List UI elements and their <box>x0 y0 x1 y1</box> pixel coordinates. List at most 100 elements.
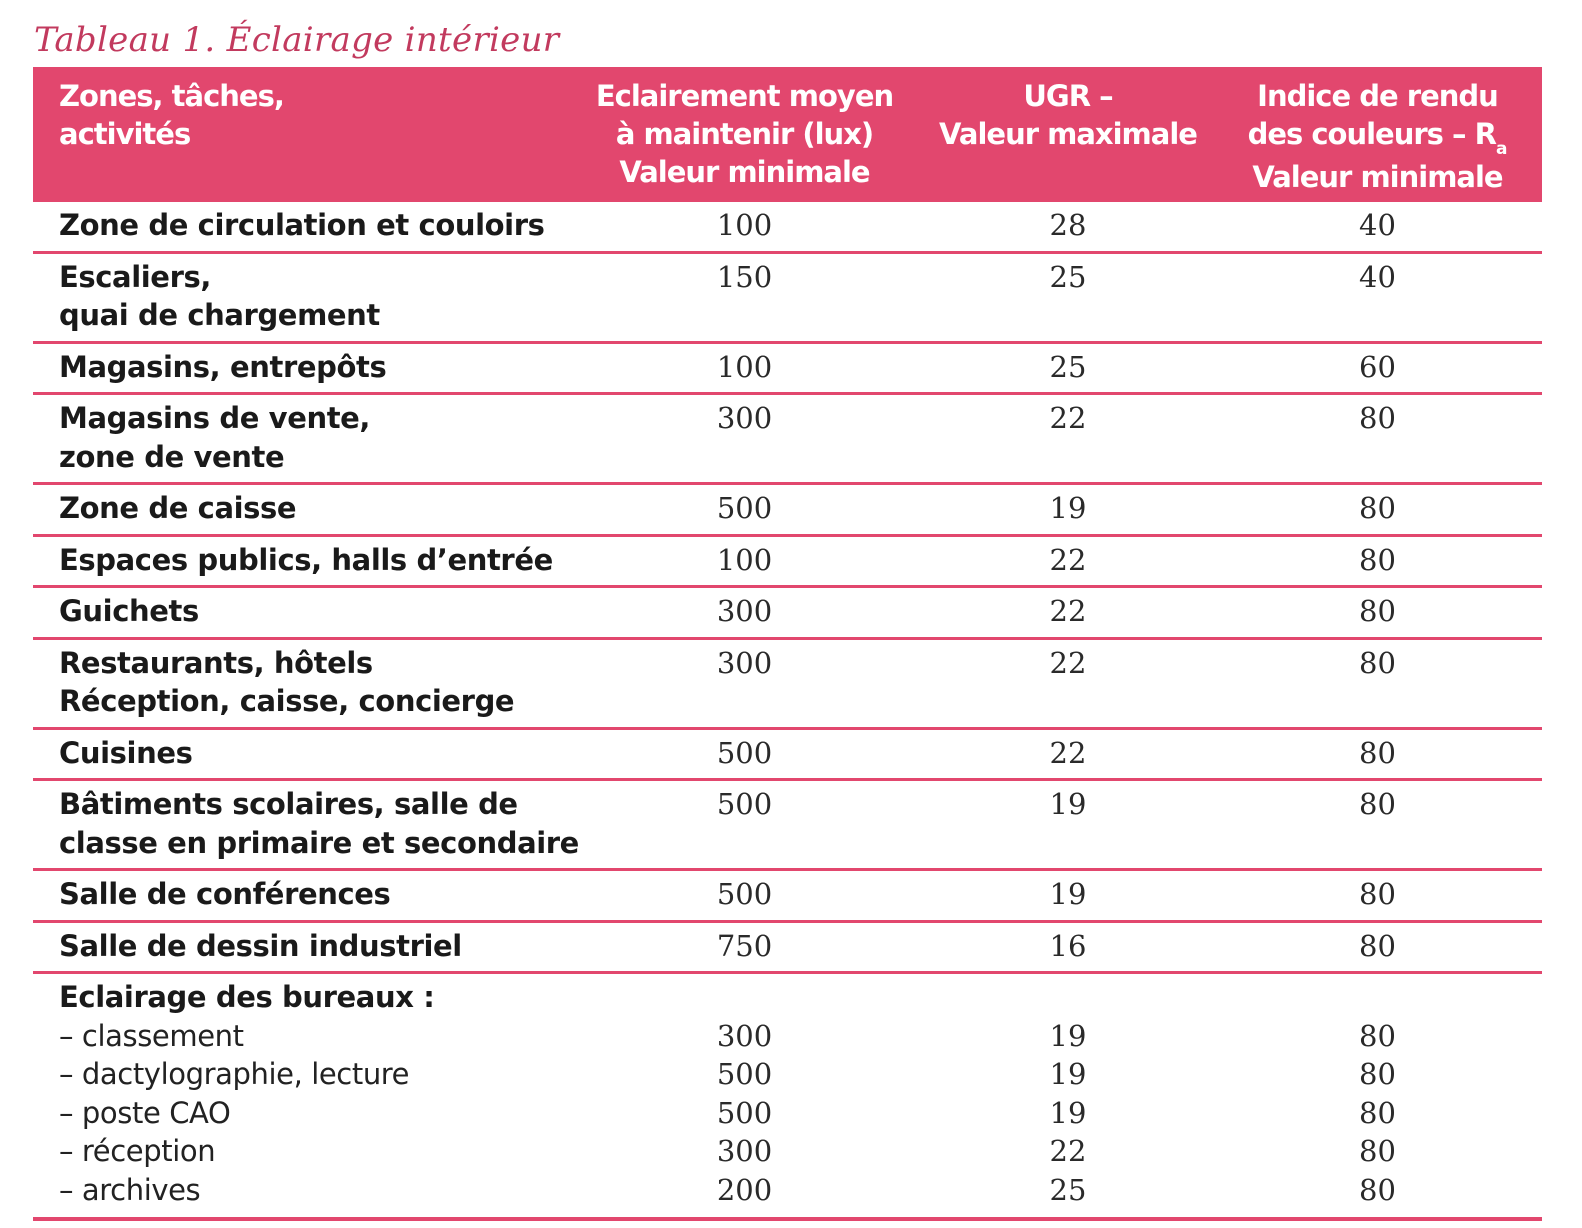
header-ugr-line-1: UGR – <box>1023 79 1113 113</box>
header-zones: Zones, tâches, activités <box>33 67 566 202</box>
table-row: Magasins de vente, zone de vente 300 22 80 <box>33 393 1542 485</box>
cell-lux: 500 <box>566 869 923 923</box>
cell-ugr: 28 <box>923 202 1213 254</box>
table-row: Zone de circulation et couloirs 100 28 40 <box>33 202 1542 254</box>
spacer <box>574 978 915 1017</box>
offices-title: Eclairage des bureaux : <box>59 980 435 1014</box>
cell-lux: 150 <box>566 252 923 344</box>
header-eclairement-line-3: Valeur minimale <box>619 155 870 189</box>
office-item-label: – poste CAO <box>59 1095 231 1130</box>
zone-label: Magasins, entrepôts <box>59 349 387 384</box>
office-item-label: – dactylographie, lecture <box>59 1057 410 1091</box>
zone-label: Salle de dessin industriel <box>59 928 462 963</box>
office-item-ra: 80 <box>1359 1018 1396 1053</box>
table-row: Salle de dessin industriel 750 16 80 <box>33 921 1542 974</box>
cell-zone: Guichets <box>33 586 566 640</box>
office-item-ra: 80 <box>1359 1172 1396 1207</box>
office-item-ugr: 22 <box>1049 1134 1087 1168</box>
cell-ra: 80 <box>1213 393 1542 485</box>
zone-label: quai de chargement <box>59 298 380 332</box>
table-row: Zone de caisse 500 19 80 <box>33 483 1542 537</box>
cell-lux: 100 <box>566 202 923 254</box>
cell-lux: 500 <box>566 779 923 871</box>
cell-ra: 80 <box>1213 483 1542 537</box>
cell-ra: 40 <box>1213 252 1542 344</box>
office-item-ugr: 19 <box>1049 1018 1087 1053</box>
zone-label: Cuisines <box>59 735 193 770</box>
table-body: Zone de circulation et couloirs 100 28 40 Es… <box>33 202 1542 1221</box>
table-row: Cuisines 500 22 80 <box>33 728 1542 781</box>
table-row: Restaurants, hôtels Réception, caisse, co… <box>33 638 1542 730</box>
cell-ugr: 25 <box>923 252 1213 344</box>
cell-ugr: 19 <box>923 869 1213 923</box>
spacer <box>931 978 1205 1017</box>
office-item-ugr: 25 <box>1049 1172 1087 1207</box>
header-indice-line-2-text: des couleurs – R <box>1247 117 1497 151</box>
zone-label: Salle de conférences <box>59 877 391 911</box>
zone-label: Bâtiments scolaires, salle de <box>59 787 518 821</box>
cell-lux: 100 <box>566 342 923 395</box>
lighting-table: Zones, tâches, activités Eclairement moy… <box>33 67 1542 1221</box>
office-item-lux: 200 <box>716 1172 773 1207</box>
header-eclairement-line-2: à maintenir (lux) <box>615 117 874 151</box>
cell-ugr: 22 <box>923 638 1213 730</box>
office-item-lux: 500 <box>716 1095 773 1130</box>
cell-ugr: 22 <box>923 586 1213 640</box>
header-zones-line-2: activités <box>59 117 191 151</box>
table-header: Zones, tâches, activités Eclairement moy… <box>33 67 1542 202</box>
zone-label: Restaurants, hôtels <box>59 645 373 680</box>
table-row: Espaces publics, halls d’entrée 100 22 80 <box>33 535 1542 588</box>
cell-lux: 750 <box>566 921 923 974</box>
cell-ra: 80 <box>1213 728 1542 781</box>
cell-lux: 500 <box>566 483 923 537</box>
cell-lux: 300 <box>566 393 923 485</box>
header-indice-subscript: a <box>1495 139 1508 159</box>
cell-zone: Bâtiments scolaires, salle de classe en p… <box>33 779 579 871</box>
cell-zone: Magasins, entrepôts <box>33 342 566 395</box>
cell-ugr: 19 <box>923 483 1213 537</box>
zone-label: Espaces publics, halls d’entrée <box>59 542 553 577</box>
office-item-label: – classement <box>59 1018 244 1053</box>
zone-label: classe en primaire et secondaire <box>59 825 579 860</box>
office-item-lux: 500 <box>716 1057 773 1091</box>
zone-label: Réception, caisse, concierge <box>59 684 515 718</box>
cell-lux: 300 <box>566 586 923 640</box>
header-zones-line-1: Zones, tâches, <box>59 79 285 113</box>
cell-ugr: 19 <box>923 779 1213 871</box>
table-row: Magasins, entrepôts 100 25 60 <box>33 342 1542 395</box>
header-indice-line-1: Indice de rendu <box>1257 79 1499 113</box>
cell-ra: 80 <box>1213 638 1542 730</box>
header-indice-line-3: Valeur minimale <box>1252 160 1503 194</box>
cell-zone: Cuisines <box>33 728 566 781</box>
cell-ra: 80 <box>1213 921 1542 974</box>
cell-lux: 100 <box>566 535 923 588</box>
zone-label: Guichets <box>59 594 199 628</box>
cell-lux: 300 <box>566 638 923 730</box>
office-item-lux: 300 <box>716 1134 773 1168</box>
zone-label: Zone de caisse <box>59 491 297 525</box>
header-ugr-line-2: Valeur maximale <box>939 117 1198 151</box>
cell-lux: 500 <box>566 728 923 781</box>
table-row: Bâtiments scolaires, salle de classe en p… <box>33 779 1542 871</box>
spacer <box>1221 978 1534 1017</box>
office-item-lux: 300 <box>716 1018 773 1053</box>
header-indice-rendu: Indice de rendu des couleurs – Ra Valeur… <box>1213 67 1542 202</box>
header-indice-line-2: des couleurs – Ra <box>1221 115 1534 159</box>
cell-zone: Escaliers, quai de chargement <box>33 252 566 344</box>
cell-zone: Zone de circulation et couloirs <box>33 202 566 254</box>
office-item-ra: 80 <box>1359 1095 1396 1130</box>
cell-ugr: 22 <box>923 535 1213 588</box>
table-row: Guichets 300 22 80 <box>33 586 1542 640</box>
cell-ra: 80 <box>1213 779 1542 871</box>
table-row: Salle de conférences 500 19 80 <box>33 869 1542 923</box>
cell-ra: 40 <box>1213 202 1542 254</box>
cell-ra: 60 <box>1213 342 1542 395</box>
table-caption: Tableau 1. Éclairage intérieur <box>34 20 560 60</box>
zone-label: zone de vente <box>59 439 285 474</box>
cell-zone: Salle de dessin industriel <box>33 921 566 974</box>
cell-ugr: 22 <box>923 393 1213 485</box>
cell-ra: 80 <box>1213 535 1542 588</box>
zone-label: Escaliers, <box>59 259 211 294</box>
cell-ugr: 22 <box>923 728 1213 781</box>
office-item-ra: 80 <box>1359 1057 1396 1091</box>
